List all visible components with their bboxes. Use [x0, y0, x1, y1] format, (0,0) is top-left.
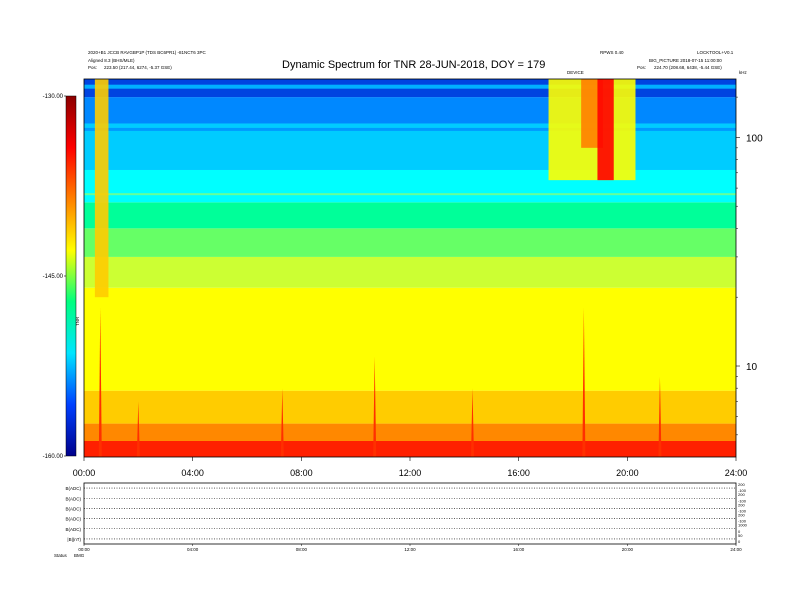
ticker-label: DEVICE: [567, 70, 584, 75]
header-left-pos-label: Pos:: [88, 65, 98, 70]
spectrum-spike: [98, 307, 102, 457]
spectrum-event: [94, 79, 109, 298]
spectrum-spike: [136, 401, 140, 457]
colorbar: [65, 95, 77, 457]
header-right-top-b: LOCKTOOL+V0.1: [697, 50, 734, 55]
footer-label: Status: [54, 553, 68, 558]
lower-row-label: B(ADC): [66, 517, 82, 522]
x-tick-label: 24:00: [725, 468, 748, 478]
header-left-pos-value: 223.50 (217.44, 6274, -5.37 GSE): [104, 65, 172, 70]
colorbar-tick-label: -145.00: [43, 274, 64, 280]
x-tick-label: 20:00: [616, 468, 639, 478]
lower-row-top-value: 200: [738, 513, 745, 518]
spectrum-line: [84, 193, 736, 196]
colorbar-tick-label: -130.00: [43, 94, 64, 100]
x-tick-label: 12:00: [399, 468, 422, 478]
spectrum-event: [597, 79, 614, 181]
spectrum-spike: [658, 376, 662, 457]
spectrum-spike: [280, 388, 284, 457]
x-tick-label: 00:00: [73, 468, 96, 478]
lower-row-top-value: 200: [738, 492, 745, 497]
spectrum-band: [84, 97, 736, 124]
header-left-line2: Aligned 8.3 (BHS/MLE): [88, 58, 135, 63]
spectrum-spike: [470, 388, 474, 457]
spectrum-band: [84, 202, 736, 229]
spectrum-band: [84, 390, 736, 424]
spectrum-stripe: [84, 127, 736, 131]
spectrum-band: [84, 228, 736, 257]
spectrum-band: [84, 440, 736, 457]
lower-x-tick-label: 24:00: [730, 547, 742, 552]
header-right-line2: BIG_PICTURE 2018-07-15 11:00:00: [649, 58, 722, 63]
chart-title: Dynamic Spectrum for TNR 28-JUN-2018, DO…: [282, 59, 546, 71]
header-left-line1: 2020+B1 JCCB RAVGBP1P (TDS BC6PR1) -81NC…: [88, 50, 206, 55]
lower-x-tick-label: 12:00: [404, 547, 416, 552]
lower-row-bottom-value: 0: [738, 539, 741, 544]
lower-row-top-value: 50: [738, 533, 743, 538]
footer-value: BMG: [74, 553, 85, 558]
lower-x-tick-label: 16:00: [513, 547, 525, 552]
lower-panel-frame: [83, 482, 737, 545]
spectrum-band: [84, 169, 736, 203]
lower-row-bottom-value: -100: [738, 509, 747, 514]
x-tick-label: 08:00: [290, 468, 313, 478]
lower-row-label: B(ADC): [66, 506, 82, 511]
lower-x-tick-label: 04:00: [187, 547, 199, 552]
x-tick-label: 04:00: [181, 468, 204, 478]
spectrum-stripe: [84, 84, 736, 89]
colorbar-tick-label: -160.00: [43, 454, 64, 460]
x-tick-label: 16:00: [507, 468, 530, 478]
spectrum-spike: [582, 307, 586, 457]
lower-row-bottom-value: -100: [738, 498, 747, 503]
corner-label: kHz: [739, 70, 747, 75]
spectrum-band: [84, 256, 736, 288]
spectrum-band: [84, 287, 736, 391]
header-right-pos-value: 224.70 (208.68, 6438, -5.44 GSE): [654, 65, 722, 70]
colorbar-label: TNR: [75, 316, 80, 326]
spectrum-spike: [373, 356, 377, 457]
spectrum-band: [84, 423, 736, 441]
lower-row-bottom-value: -100: [738, 488, 747, 493]
lower-row-top-value: 200: [738, 482, 745, 487]
y-tick-label: 100: [746, 133, 763, 144]
lower-row-top-value: 200: [738, 502, 745, 507]
lower-row-bottom-value: 0: [738, 529, 741, 534]
lower-row-label: B(ADC): [66, 527, 82, 532]
header-right-top-a: RPWS 0.40: [600, 50, 624, 55]
y-tick-label: 10: [746, 362, 758, 373]
lower-row-label: |B|(nT): [67, 537, 81, 542]
lower-row-label: B(ADC): [66, 496, 82, 501]
lower-row-label: B(ADC): [66, 486, 82, 491]
lower-x-tick-label: 20:00: [622, 547, 634, 552]
lower-x-tick-label: 08:00: [296, 547, 308, 552]
lower-row-bottom-value: -100: [738, 519, 747, 524]
lower-x-tick-label: 00:00: [78, 547, 90, 552]
lower-row-top-value: 1000: [738, 523, 748, 528]
header-right-pos-label: Pos:: [637, 65, 647, 70]
